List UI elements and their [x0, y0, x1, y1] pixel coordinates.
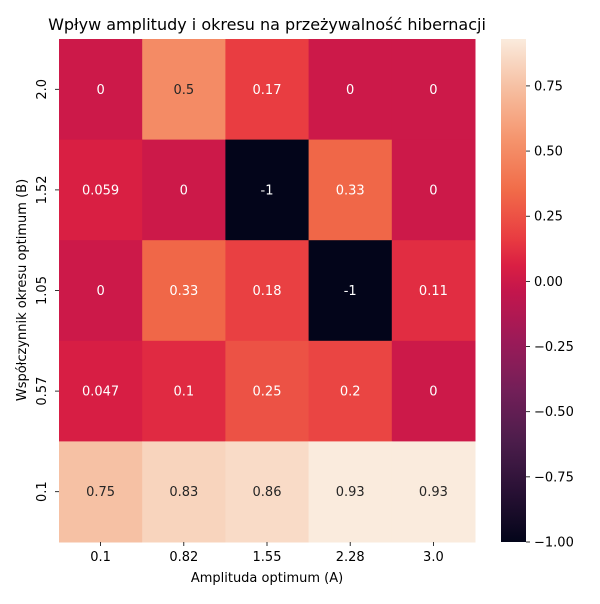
y-tick-label: 0.57 — [35, 377, 50, 406]
y-tick-label: 1.52 — [35, 175, 50, 204]
heatmap-cell — [391, 39, 476, 141]
heatmap-cell — [59, 240, 143, 342]
cell-value-label: 0.1 — [173, 385, 194, 400]
heatmap-cell — [391, 240, 476, 342]
x-tick-label: 2.28 — [336, 550, 365, 565]
y-tick-label: 2.0 — [35, 79, 50, 100]
colorbar-tick-label: −0.25 — [534, 340, 574, 355]
cell-value-label: 0.5 — [173, 83, 194, 98]
cell-value-label: 0 — [180, 183, 188, 198]
cell-value-label: 0.75 — [86, 485, 115, 500]
y-tick-label: 0.1 — [35, 481, 50, 502]
heatmap-cell — [59, 139, 143, 241]
colorbar-tick-label: 0.25 — [534, 210, 563, 225]
y-tick-label: 1.05 — [35, 276, 50, 305]
x-tick-label: 0.1 — [90, 550, 111, 565]
cell-value-label: 0.83 — [169, 485, 198, 500]
heatmap-cell — [391, 139, 476, 241]
heatmap-cell — [391, 441, 476, 543]
heatmap-cell — [225, 441, 310, 543]
y-axis-label: Współczynnik okresu optimum (B) — [15, 179, 30, 401]
heatmap-cell — [308, 39, 393, 141]
cell-value-label: 0.059 — [82, 183, 119, 198]
heatmap-cell — [225, 39, 310, 141]
cell-value-label: 0.047 — [82, 385, 119, 400]
heatmap-cell — [225, 139, 310, 241]
heatmap-cell — [142, 139, 226, 241]
cell-value-label: -1 — [344, 284, 357, 299]
heatmap-cell — [308, 441, 393, 543]
cell-value-label: 0.18 — [253, 284, 282, 299]
heatmap-cell — [308, 139, 393, 241]
x-tick-label: 3.0 — [423, 550, 444, 565]
colorbar-tick-label: 0.50 — [534, 145, 563, 160]
heatmap-cell — [225, 340, 310, 442]
cell-value-label: 0.33 — [169, 284, 198, 299]
x-tick-label: 0.82 — [169, 550, 198, 565]
x-tick-label: 1.55 — [253, 550, 282, 565]
cell-value-label: 0 — [96, 83, 104, 98]
y-axis: 2.0 1.52 1.05 0.57 0.1 — [35, 79, 59, 502]
heatmap-cell — [142, 240, 226, 342]
heatmap-cell — [59, 340, 143, 442]
heatmap-cell — [59, 441, 143, 543]
cell-value-label: 0.17 — [253, 83, 282, 98]
colorbar-tick-label: −0.50 — [534, 405, 574, 420]
colorbar-tick-label: −1.00 — [534, 536, 574, 551]
heatmap-cell — [391, 340, 476, 442]
colorbar-tick-label: −0.75 — [534, 470, 574, 485]
cell-value-label: 0.25 — [253, 385, 282, 400]
heatmap-annotations: 0 0.5 0.17 0 0 0.059 0 -1 0.33 0 0 0.33 0.18 -1 0.11 0.… — [82, 83, 448, 500]
heatmap-cell — [142, 441, 226, 543]
colorbar-tick-label: 0.00 — [534, 275, 563, 290]
cell-value-label: 0 — [429, 83, 437, 98]
x-axis: 0.1 0.82 1.55 2.28 3.0 — [90, 542, 444, 565]
heatmap-cell — [59, 39, 143, 141]
colorbar: 0.75 0.50 0.25 0.00 −0.25 −0.50 −0.75 −1.00 — [501, 39, 574, 551]
heatmap-cell — [308, 340, 393, 442]
cell-value-label: 0.93 — [336, 485, 365, 500]
colorbar-gradient — [501, 39, 526, 542]
x-axis-label: Amplituda optimum (A) — [191, 571, 343, 586]
cell-value-label: 0 — [429, 385, 437, 400]
heatmap-cells — [59, 39, 476, 543]
colorbar-tick-label: 0.75 — [534, 79, 563, 94]
heatmap-cell — [142, 340, 226, 442]
cell-value-label: 0.93 — [419, 485, 448, 500]
cell-value-label: 0 — [429, 183, 437, 198]
cell-value-label: -1 — [261, 183, 274, 198]
heatmap-cell — [142, 39, 226, 141]
heatmap-cell — [308, 240, 393, 342]
heatmap-cell — [225, 240, 310, 342]
chart-title: Wpływ amplitudy i okresu na przeżywalnoś… — [48, 15, 486, 34]
cell-value-label: 0 — [96, 284, 104, 299]
cell-value-label: 0 — [346, 83, 354, 98]
cell-value-label: 0.11 — [419, 284, 448, 299]
cell-value-label: 0.2 — [340, 385, 361, 400]
cell-value-label: 0.86 — [253, 485, 282, 500]
cell-value-label: 0.33 — [336, 183, 365, 198]
